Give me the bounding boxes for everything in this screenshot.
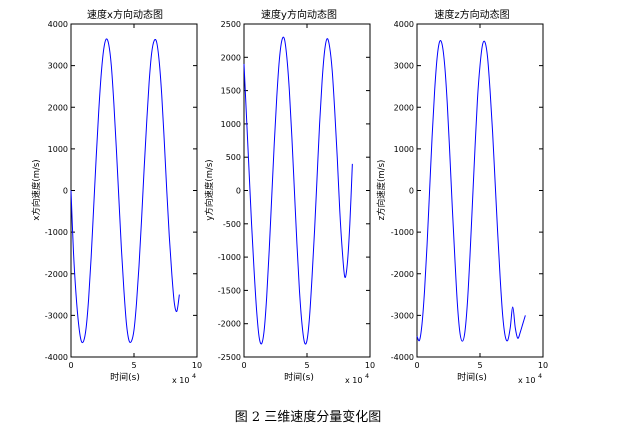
- x-exponent-power: 4: [538, 372, 542, 380]
- y-axis-label: z方向速度(m/s): [376, 160, 387, 221]
- y-tick-label: -1000: [391, 228, 414, 237]
- y-tick-label: 0: [409, 187, 414, 196]
- y-tick-label: -1000: [45, 228, 68, 237]
- x-tick-label: 5: [304, 361, 309, 370]
- x-exponent-power: 4: [365, 372, 369, 380]
- y-ticks: -4000 -3000 -2000 -1000 0 1000 2000 3000 4000: [45, 20, 197, 362]
- y-axis-label: x方向速度(m/s): [31, 159, 42, 220]
- x-tick-label: 0: [241, 361, 246, 370]
- figure-caption: 图 2 三维速度分量变化图: [235, 409, 382, 425]
- y-tick-label: 3000: [394, 62, 414, 71]
- x-exponent-power: 4: [192, 372, 196, 380]
- x-exponent-label: x 10: [518, 376, 535, 385]
- x-axis-label: 时间(s): [284, 371, 314, 383]
- x-ticks: 0 5 10: [241, 24, 375, 370]
- y-tick-label: -2000: [45, 270, 68, 279]
- y-tick-label: 1000: [394, 145, 414, 154]
- y-tick-label: 1000: [48, 145, 68, 154]
- x-tick-label: 0: [414, 361, 419, 370]
- x-tick-label: 0: [68, 361, 73, 370]
- y-ticks: -2500 -2000 -1500 -1000 -500 0 500 1000 1500 2000…: [218, 20, 370, 362]
- y-tick-label: 4000: [394, 20, 414, 29]
- x-tick-label: 5: [477, 361, 482, 370]
- y-tick-label: 2500: [221, 20, 241, 29]
- y-tick-label: 500: [226, 153, 241, 162]
- y-tick-label: 4000: [48, 20, 68, 29]
- series-line: [243, 36, 353, 345]
- y-tick-label: 2000: [221, 53, 241, 62]
- chart-title: 速度x方向动态图: [87, 8, 163, 21]
- x-ticks: 0 5 10: [68, 24, 202, 370]
- y-tick-label: -1000: [218, 253, 241, 262]
- y-tick-label: -2500: [218, 353, 241, 362]
- chart-velocity-z: 速度z方向动态图 -4000 -3000 -2000 -1000 0 1000 2000 30…: [376, 8, 548, 385]
- x-axis-label: 时间(s): [457, 371, 487, 383]
- x-tick-label: 10: [538, 361, 548, 370]
- y-tick-label: -500: [223, 220, 241, 229]
- y-tick-label: 0: [63, 187, 68, 196]
- series-line: [416, 40, 526, 342]
- x-tick-label: 10: [192, 361, 202, 370]
- y-tick-label: 1500: [221, 87, 241, 96]
- series-lines: [416, 40, 526, 342]
- y-tick-label: -4000: [391, 353, 414, 362]
- y-tick-label: 1000: [221, 120, 241, 129]
- y-ticks: -4000 -3000 -2000 -1000 0 1000 2000 3000 4000: [391, 20, 543, 362]
- series-line: [70, 38, 180, 344]
- y-tick-label: 2000: [48, 103, 68, 112]
- y-tick-label: -3000: [391, 311, 414, 320]
- y-tick-label: 2000: [394, 103, 414, 112]
- chart-title: 速度y方向动态图: [261, 8, 337, 21]
- x-tick-label: 5: [131, 361, 136, 370]
- x-axis-label: 时间(s): [110, 371, 140, 383]
- y-tick-label: 3000: [48, 62, 68, 71]
- x-ticks: 0 5 10: [414, 24, 548, 370]
- y-tick-label: 0: [236, 187, 241, 196]
- plot-area: [416, 23, 544, 358]
- y-tick-label: -3000: [45, 311, 68, 320]
- chart-title: 速度z方向动态图: [434, 8, 509, 21]
- x-tick-label: 10: [365, 361, 375, 370]
- y-axis-label: y方向速度(m/s): [204, 159, 215, 220]
- plot-area: [243, 23, 371, 358]
- chart-velocity-y: 速度y方向动态图 -2500-2000-1500-1000-5000500100…: [204, 8, 375, 385]
- y-tick-label: -2000: [391, 270, 414, 279]
- y-tick-label: -1500: [218, 286, 241, 295]
- chart-velocity-x: 速度x方向动态图 -4000 -3000 -2000 -1000 0 1000 2000 30…: [31, 8, 202, 385]
- x-exponent-label: x 10: [172, 376, 189, 385]
- y-tick-label: -2000: [218, 320, 241, 329]
- plot-area: [70, 23, 198, 358]
- series-lines: [243, 36, 353, 345]
- series-lines: [70, 38, 180, 344]
- y-tick-label: -4000: [45, 353, 68, 362]
- x-exponent-label: x 10: [345, 376, 362, 385]
